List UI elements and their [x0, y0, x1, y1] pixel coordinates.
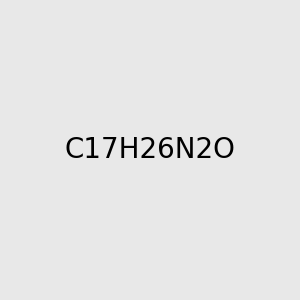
Text: C17H26N2O: C17H26N2O — [64, 136, 236, 164]
